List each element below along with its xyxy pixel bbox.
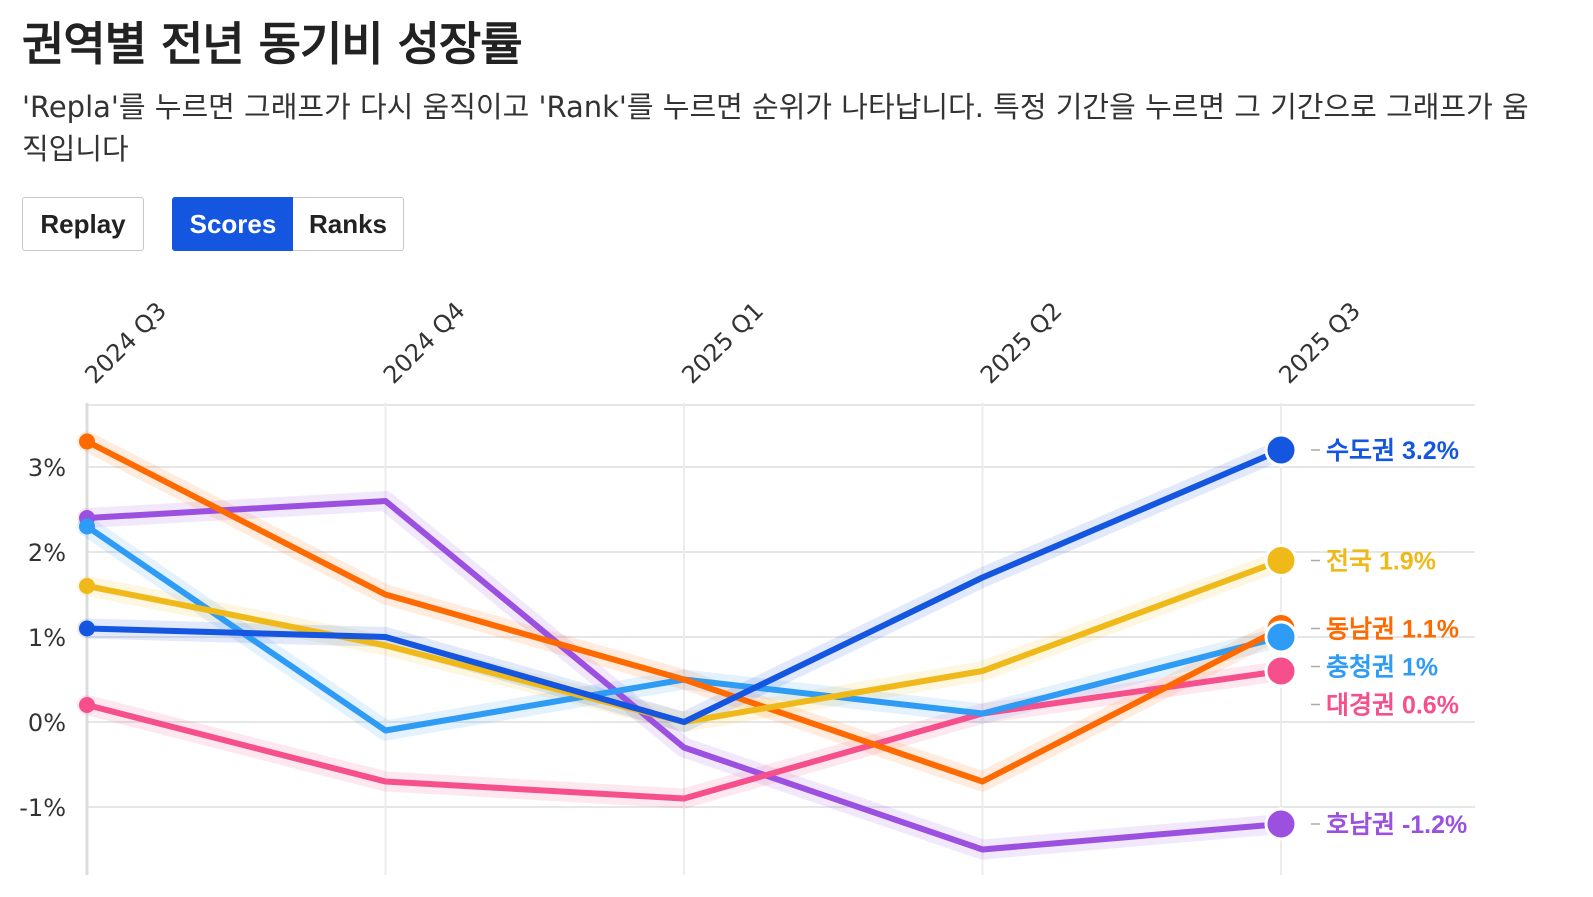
series-end-value: 1.1% [1402, 616, 1459, 644]
series-end-point [1264, 544, 1298, 577]
series-end-labels: 수도권 3.2%전국 1.9%동남권 1.1%충청권 1%대경권 0.6%호남권… [1264, 433, 1467, 841]
series-name: 수도권 [1326, 437, 1402, 465]
series-name: 대경권 [1326, 692, 1402, 720]
series-end-point [1264, 654, 1298, 688]
series-end-value: 1% [1402, 654, 1438, 682]
y-tick-label: 0% [28, 709, 66, 737]
y-axis-ticks: -1% 0% 1% 2% 3% [19, 454, 66, 822]
series-line [84, 668, 1284, 802]
series-end-label: 충청권 1% [1326, 654, 1438, 682]
x-tick-label[interactable]: 2024 Q4 [378, 297, 471, 390]
series-end-point [1264, 807, 1298, 841]
scores-button[interactable]: Scores [172, 197, 294, 251]
series-end-value: 3.2% [1402, 437, 1459, 465]
series-end-label: 전국 1.9% [1326, 548, 1436, 576]
x-tick-label[interactable]: 2025 Q2 [975, 297, 1068, 390]
series-start-point [79, 620, 95, 637]
line-chart: 2024 Q3 2024 Q4 2025 Q1 2025 Q2 2025 Q3 -1% 0… [19, 297, 1475, 875]
x-axis-ticks[interactable]: 2024 Q3 2024 Q4 2025 Q1 2025 Q2 2025 Q3 [79, 297, 1366, 390]
y-tick-label: -1% [19, 794, 66, 822]
series-start-point [79, 518, 95, 535]
series-end-point [1264, 433, 1298, 467]
series-end-label: 수도권 3.2% [1326, 437, 1459, 465]
ranks-button[interactable]: Ranks [293, 197, 404, 251]
series-name: 전국 [1326, 548, 1379, 576]
series-line [84, 438, 1284, 785]
x-tick-label[interactable]: 2024 Q3 [79, 297, 172, 390]
series-name: 충청권 [1326, 654, 1402, 682]
chart-subtitle: 'Repla'를 누르면 그래프가 다시 움직이고 'Rank'를 누르면 순위… [22, 90, 1529, 166]
series-line [84, 447, 1284, 725]
series-end-label: 호남권 -1.2% [1326, 811, 1467, 839]
series-name: 호남권 [1326, 811, 1402, 839]
x-tick-label[interactable]: 2025 Q1 [676, 297, 769, 390]
series-end-label: 대경권 0.6% [1326, 692, 1459, 720]
series-line [84, 498, 1284, 853]
series-name: 동남권 [1326, 616, 1402, 644]
series-start-point [79, 697, 95, 713]
replay-button[interactable]: Replay [22, 197, 144, 251]
series-end-value: 1.9% [1379, 548, 1436, 576]
y-tick-label: 2% [28, 539, 66, 567]
series-end-value: -1.2% [1402, 811, 1467, 839]
y-tick-label: 3% [28, 454, 66, 482]
y-tick-label: 1% [28, 624, 66, 652]
series-start-point [79, 433, 95, 450]
series-start-point [79, 578, 95, 594]
chart-title: 권역별 전년 동기비 성장률 [22, 17, 523, 71]
series-end-point [1264, 620, 1298, 654]
x-tick-label[interactable]: 2025 Q3 [1273, 297, 1366, 390]
series-end-label: 동남권 1.1% [1326, 616, 1459, 644]
series-lines [77, 431, 1291, 860]
series-end-value: 0.6% [1402, 692, 1459, 720]
